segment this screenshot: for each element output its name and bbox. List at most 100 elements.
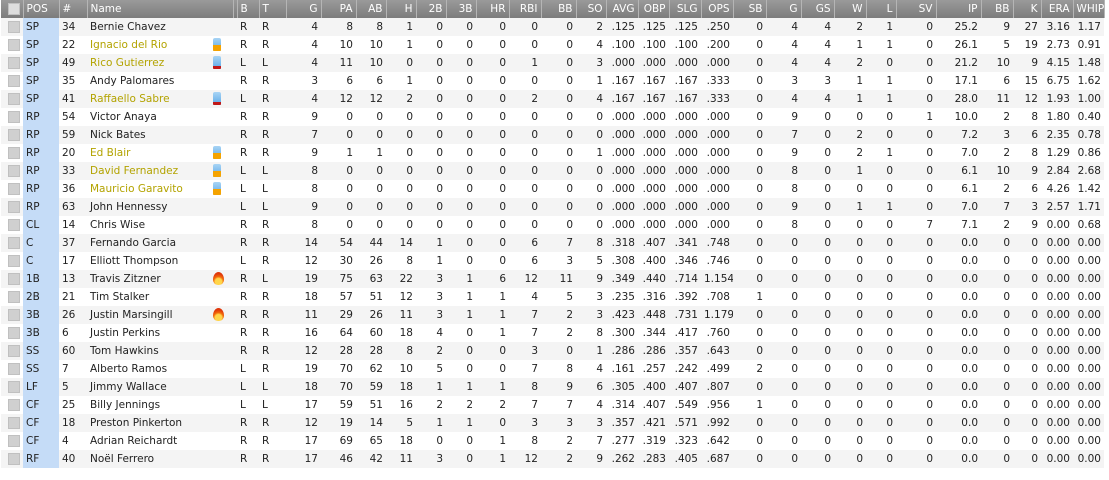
player-name[interactable]: Tim Stalker: [90, 291, 150, 303]
row-checkbox[interactable]: [1, 90, 23, 108]
player-name[interactable]: Bernie Chavez: [87, 18, 233, 36]
table-row[interactable]: 3B 26 Justin Marsingill R R 11 29 26 11 3 1 1 7 2…: [1, 306, 1104, 324]
table-row[interactable]: SP 34 Bernie Chavez R R 4 8 8 1 0 0 0 0 0 2.125.12…: [1, 18, 1104, 36]
column-header-3b[interactable]: 3B: [446, 0, 477, 18]
column-header-pos[interactable]: POS: [23, 0, 60, 18]
table-row[interactable]: CF 4 Adrian Reichardt R R 17 69 65 18 0 0 1 8 2 7.…: [1, 432, 1104, 450]
column-header-gs[interactable]: GS: [801, 0, 835, 18]
column-header-inf[interactable]: Inf: [233, 0, 238, 18]
player-name[interactable]: Chris Wise: [90, 219, 146, 231]
column-header-g[interactable]: G: [766, 0, 802, 18]
player-name[interactable]: Noël Ferrero: [87, 450, 233, 468]
row-checkbox[interactable]: [1, 126, 23, 144]
table-row[interactable]: 3B 6 Justin Perkins R R 16 64 60 18 4 0 1 7 2 8 .30…: [1, 324, 1104, 342]
column-header-ab[interactable]: AB: [356, 0, 387, 18]
row-checkbox[interactable]: [1, 360, 23, 378]
player-name[interactable]: John Hennessy: [87, 198, 233, 216]
row-checkbox[interactable]: [1, 54, 23, 72]
row-checkbox[interactable]: [1, 108, 23, 126]
column-header-l[interactable]: L: [866, 0, 897, 18]
table-row[interactable]: 2B 21 Tim Stalker R R 18 57 51 12 3 1 1 4 5 3 .235.…: [1, 288, 1104, 306]
table-row[interactable]: SP 41 Raffaello Sabre L R 4 12 12 2 0 0 0 2 0 4.16…: [1, 90, 1104, 108]
row-checkbox[interactable]: [1, 414, 23, 432]
player-name[interactable]: Nick Bates: [87, 126, 233, 144]
row-checkbox[interactable]: [1, 396, 23, 414]
row-checkbox[interactable]: [1, 180, 23, 198]
table-row[interactable]: CL 14 Chris Wise R R 8 0 0 0 0 0 0 0 0 0.000.000.0…: [1, 216, 1104, 234]
row-checkbox[interactable]: [1, 450, 23, 468]
table-row[interactable]: LF 5 Jimmy Wallace L L 18 70 59 18 1 1 1 8 9 6.305…: [1, 378, 1104, 396]
column-header-h[interactable]: H: [386, 0, 417, 18]
column-header-avg[interactable]: AVG: [606, 0, 639, 18]
row-checkbox[interactable]: [1, 306, 23, 324]
column-header-number[interactable]: #: [59, 0, 88, 18]
row-checkbox[interactable]: [1, 234, 23, 252]
column-header-2b[interactable]: 2B: [416, 0, 447, 18]
row-checkbox[interactable]: [1, 18, 23, 36]
table-row[interactable]: RP 63 John Hennessy L L 9 0 0 0 0 0 0 0 0 0.000.00…: [1, 198, 1104, 216]
table-row[interactable]: RF 40 Noël Ferrero R R 17 46 42 11 3 0 1 12 2 9.26…: [1, 450, 1104, 468]
table-row[interactable]: RP 36 Mauricio Garavito L L 8 0 0 0 0 0 0 0 0 0 .00…: [1, 180, 1104, 198]
column-header-era[interactable]: ERA: [1041, 0, 1074, 18]
table-row[interactable]: SS 60 Tom Hawkins R R 12 28 28 8 2 0 0 3 0 1.286.2…: [1, 342, 1104, 360]
table-row[interactable]: CF 25 Billy Jennings L L 17 59 51 16 2 2 2 7 7 4 .3…: [1, 396, 1104, 414]
player-name[interactable]: Elliott Thompson: [90, 255, 179, 267]
player-name[interactable]: David Fernandez: [87, 162, 233, 180]
player-name[interactable]: Justin Marsingill: [87, 306, 233, 324]
row-checkbox[interactable]: [1, 216, 23, 234]
column-header-w[interactable]: W: [834, 0, 867, 18]
player-name[interactable]: Travis Zitzner: [87, 270, 233, 288]
table-row[interactable]: 1B 13 Travis Zitzner R L 19 75 63 22 3 1 6 12 11 9…: [1, 270, 1104, 288]
player-name[interactable]: Rico Gutierrez: [87, 54, 233, 72]
row-checkbox[interactable]: [1, 288, 23, 306]
table-row[interactable]: CF 18 Preston Pinkerton R R 12 19 14 5 1 1 0 3 3 3…: [1, 414, 1104, 432]
row-checkbox[interactable]: [1, 378, 23, 396]
row-checkbox[interactable]: [1, 36, 23, 54]
row-checkbox[interactable]: [1, 432, 23, 450]
column-header-t[interactable]: T: [259, 0, 287, 18]
column-header-pa[interactable]: PA: [321, 0, 357, 18]
row-checkbox[interactable]: [1, 72, 23, 90]
column-header-ip[interactable]: IP: [936, 0, 982, 18]
column-header-whip[interactable]: WHIP: [1073, 0, 1105, 18]
player-name[interactable]: Justin Perkins: [90, 327, 161, 339]
table-row[interactable]: SP 49 Rico Gutierrez L L 4 11 10 0 0 0 0 1 0 3.000…: [1, 54, 1104, 72]
column-header-hr[interactable]: HR: [476, 0, 510, 18]
column-header-ops[interactable]: OPS: [701, 0, 734, 18]
column-header-slg[interactable]: SLG: [669, 0, 702, 18]
column-header-bb[interactable]: BB: [541, 0, 577, 18]
row-checkbox[interactable]: [1, 342, 23, 360]
column-header-rbi[interactable]: RBI: [509, 0, 542, 18]
table-row[interactable]: RP 54 Victor Anaya R R 9 0 0 0 0 0 0 0 0 0 .000 .000…: [1, 108, 1104, 126]
row-checkbox[interactable]: [1, 144, 23, 162]
row-checkbox[interactable]: [1, 324, 23, 342]
table-row[interactable]: C 37 Fernando Garcia R R 14 54 44 14 1 0 0 6 7 8.3…: [1, 234, 1104, 252]
table-row[interactable]: RP 59 Nick Bates R R 7 0 0 0 0 0 0 0 0 0.000.000.0…: [1, 126, 1104, 144]
row-checkbox[interactable]: [1, 162, 23, 180]
column-header-so[interactable]: SO: [576, 0, 607, 18]
column-header-b[interactable]: B: [237, 0, 260, 18]
table-row[interactable]: RP 33 David Fernandez L L 8 0 0 0 0 0 0 0 0 0.000.…: [1, 162, 1104, 180]
player-name[interactable]: Fernando Garcia: [87, 234, 233, 252]
player-name[interactable]: Mauricio Garavito: [90, 183, 183, 195]
column-header-sv[interactable]: SV: [896, 0, 937, 18]
player-name[interactable]: Ignacio del Rio: [90, 39, 168, 51]
table-row[interactable]: SS 7 Alberto Ramos L R 19 70 62 10 5 0 0 7 8 4 .161…: [1, 360, 1104, 378]
row-checkbox[interactable]: [1, 270, 23, 288]
row-checkbox[interactable]: [1, 252, 23, 270]
player-name[interactable]: Preston Pinkerton: [87, 414, 233, 432]
column-header-sb[interactable]: SB: [733, 0, 767, 18]
row-checkbox[interactable]: [1, 198, 23, 216]
player-name[interactable]: Andy Palomares: [90, 75, 175, 87]
player-name[interactable]: Raffaello Sabre: [87, 90, 233, 108]
player-name[interactable]: Billy Jennings: [90, 399, 161, 411]
player-name[interactable]: Jimmy Wallace: [87, 378, 233, 396]
player-name[interactable]: Tom Hawkins: [87, 342, 233, 360]
player-name[interactable]: Adrian Reichardt: [90, 435, 178, 447]
table-row[interactable]: SP 35 Andy Palomares R R 3 6 6 1 0 0 0 0 0 1 .167 .1…: [1, 72, 1104, 90]
player-name[interactable]: Ed Blair: [90, 147, 131, 159]
column-header-bb[interactable]: BB: [981, 0, 1014, 18]
column-header-name[interactable]: Name: [87, 0, 234, 18]
column-header-g[interactable]: G: [286, 0, 322, 18]
table-row[interactable]: C 17 Elliott Thompson L R 12 30 26 8 1 0 0 6 3 5 .3…: [1, 252, 1104, 270]
